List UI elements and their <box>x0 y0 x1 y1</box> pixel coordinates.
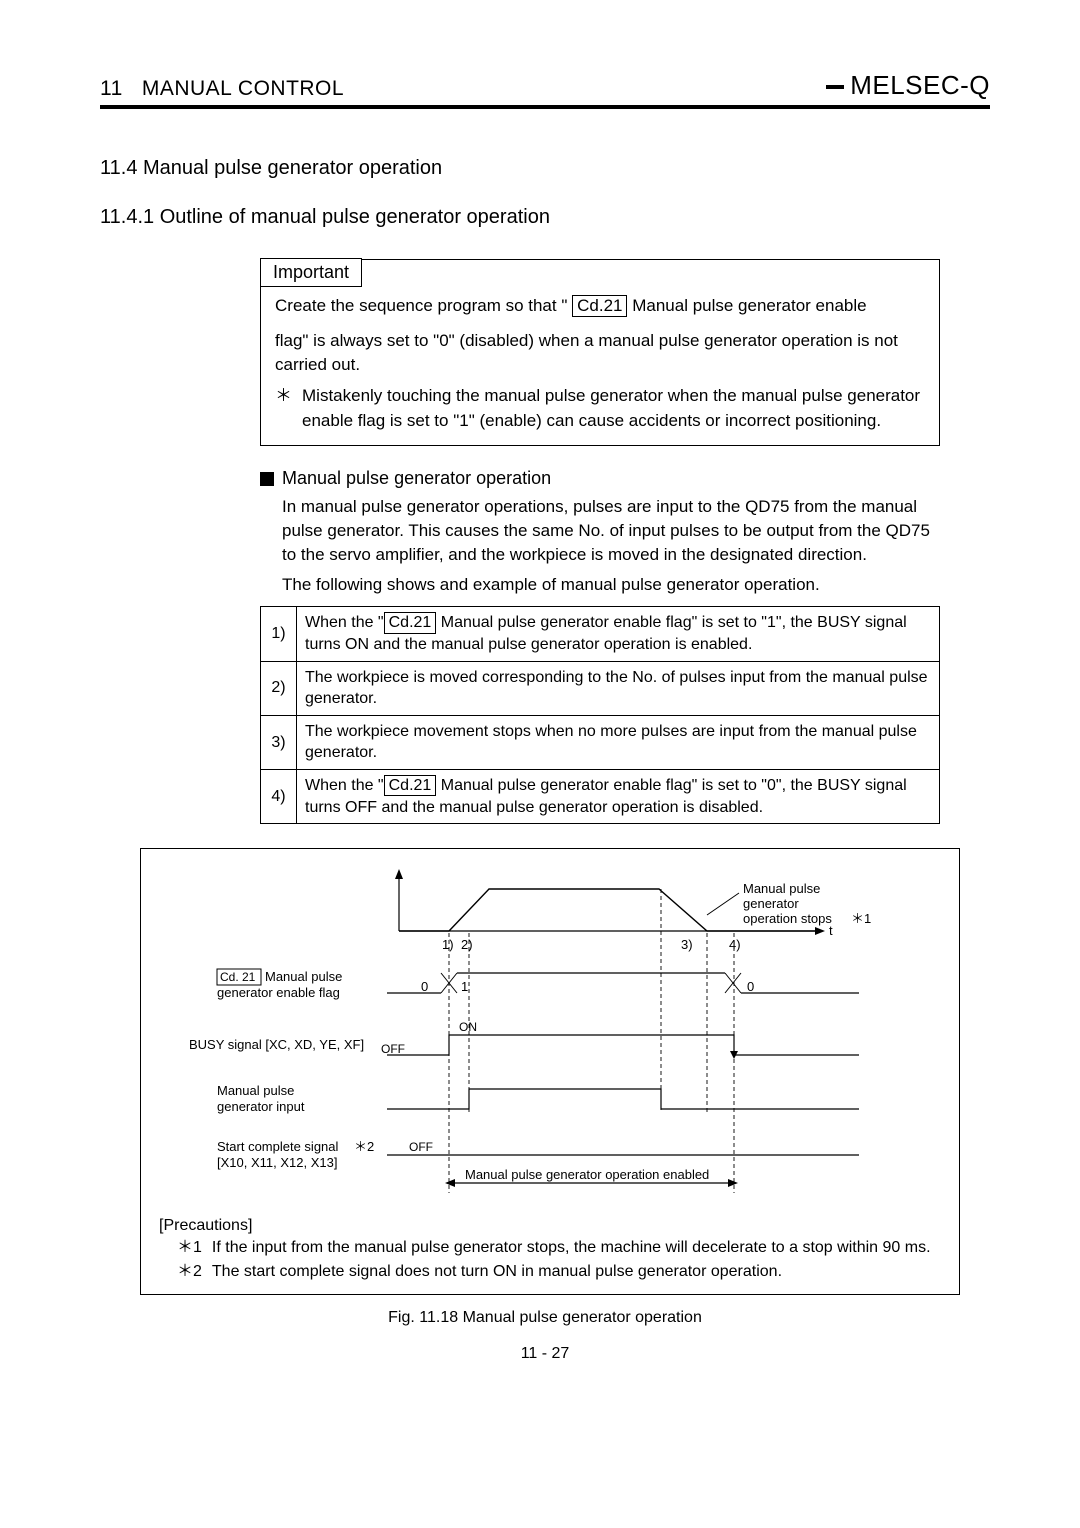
figure-caption: Fig. 11.18 Manual pulse generator operat… <box>100 1309 990 1327</box>
off-label-start: OFF <box>409 1140 433 1154</box>
section-num: 11.4 <box>100 157 137 179</box>
step-pre: When the " <box>305 777 384 794</box>
star2-fig: ＊2 <box>354 1139 374 1154</box>
note-line3: operation stops <box>743 911 832 926</box>
step-pre: When the " <box>305 614 384 631</box>
off-label-busy: OFF <box>381 1042 405 1056</box>
table-row: 2) The workpiece is moved corresponding … <box>261 661 940 715</box>
header-rule <box>100 105 990 109</box>
zero-left: 0 <box>421 979 428 994</box>
star2-label: ＊2 <box>177 1261 202 1283</box>
step-text: When the "Cd.21 Manual pulse generator e… <box>297 607 940 661</box>
star-icon: ＊ <box>275 384 292 433</box>
brand-text: MELSEC-Q <box>850 70 990 100</box>
subsection-heading: 11.4.1 Outline of manual pulse generator… <box>100 206 990 229</box>
precaution-item: ＊2 The start complete signal does not tu… <box>177 1261 941 1283</box>
cd-code-box: Cd.21 <box>384 775 437 796</box>
important-box: Important Create the sequence program so… <box>260 259 940 446</box>
step-num: 2) <box>261 661 297 715</box>
timing-diagram: t 1) 2) 3) 4) Manual pulse generator ope… <box>159 863 939 1203</box>
note-line1: Manual pulse <box>743 881 820 896</box>
chapter-label: 11 MANUAL CONTROL <box>100 77 344 101</box>
op-para2: The following shows and example of manua… <box>282 573 940 597</box>
fig-cd-code: Cd. 21 <box>220 970 256 984</box>
imp-line1-post: Manual pulse generator enable <box>632 296 866 315</box>
busy-label: BUSY signal [XC, XD, YE, XF] <box>189 1037 364 1052</box>
cd-code-box: Cd.21 <box>384 612 437 633</box>
enable-flag-l2: generator enable flag <box>217 985 340 1000</box>
step-num: 1) <box>261 607 297 661</box>
chapter-title: MANUAL CONTROL <box>142 77 344 100</box>
page-number: 11 - 27 <box>100 1345 990 1363</box>
mpg-in-l1: Manual pulse <box>217 1083 294 1098</box>
brand-label: MELSEC-Q <box>826 70 990 101</box>
important-bullet-text: Mistakenly touching the manual pulse gen… <box>302 384 925 433</box>
page-header: 11 MANUAL CONTROL MELSEC-Q <box>100 70 990 101</box>
table-row: 4) When the "Cd.21 Manual pulse generato… <box>261 769 940 823</box>
imp-line1-pre: Create the sequence program so that " <box>275 296 567 315</box>
steps-table: 1) When the "Cd.21 Manual pulse generato… <box>260 606 940 824</box>
cd-code-box: Cd.21 <box>572 295 627 317</box>
note-line2: generator <box>743 896 799 911</box>
subsection-title: Outline of manual pulse generator operat… <box>160 206 550 228</box>
important-label: Important <box>260 258 362 287</box>
figure-frame: t 1) 2) 3) 4) Manual pulse generator ope… <box>140 848 960 1295</box>
content-column: Important Create the sequence program so… <box>260 259 940 824</box>
start-l2: [X10, X11, X12, X13] <box>217 1155 337 1170</box>
op-para1: In manual pulse generator operations, pu… <box>282 495 940 566</box>
step-num: 3) <box>261 715 297 769</box>
marker-4: 4) <box>729 937 741 952</box>
step-text: When the "Cd.21 Manual pulse generator e… <box>297 769 940 823</box>
star1-label: ＊1 <box>177 1237 202 1259</box>
chapter-num: 11 <box>100 77 123 100</box>
on-label: ON <box>459 1020 477 1034</box>
table-row: 3) The workpiece movement stops when no … <box>261 715 940 769</box>
precaution-item: ＊1 If the input from the manual pulse ge… <box>177 1237 941 1259</box>
subsection-num: 11.4.1 <box>100 206 154 228</box>
marker-2: 2) <box>461 937 473 952</box>
prec2-text: The start complete signal does not turn … <box>212 1261 782 1283</box>
table-row: 1) When the "Cd.21 Manual pulse generato… <box>261 607 940 661</box>
zero-right: 0 <box>747 979 754 994</box>
prec1-text: If the input from the manual pulse gener… <box>212 1237 931 1259</box>
one-label: 1 <box>461 979 468 994</box>
enabled-bar-label: Manual pulse generator operation enabled <box>465 1167 709 1182</box>
op-heading-row: Manual pulse generator operation <box>260 468 940 489</box>
square-bullet-icon <box>260 472 274 486</box>
op-heading: Manual pulse generator operation <box>282 468 551 489</box>
section-title: Manual pulse generator operation <box>143 157 442 179</box>
marker-3: 3) <box>681 937 693 952</box>
marker-1: 1) <box>442 937 454 952</box>
step-text: The workpiece is moved corresponding to … <box>297 661 940 715</box>
section-heading: 11.4 Manual pulse generator operation <box>100 157 990 180</box>
important-body: Create the sequence program so that " Cd… <box>275 294 925 433</box>
mpg-in-l2: generator input <box>217 1099 305 1114</box>
imp-line2: flag" is always set to "0" (disabled) wh… <box>275 331 898 375</box>
star1-fig: ＊1 <box>851 911 871 926</box>
important-bullet: ＊ Mistakenly touching the manual pulse g… <box>275 384 925 433</box>
enable-flag-l1: Manual pulse <box>265 969 342 984</box>
start-l1: Start complete signal <box>217 1139 339 1154</box>
step-num: 4) <box>261 769 297 823</box>
brand-tick <box>826 85 844 89</box>
step-text: The workpiece movement stops when no mor… <box>297 715 940 769</box>
precautions-title: [Precautions] <box>159 1217 941 1235</box>
precautions-block: [Precautions] ＊1 If the input from the m… <box>159 1217 941 1282</box>
